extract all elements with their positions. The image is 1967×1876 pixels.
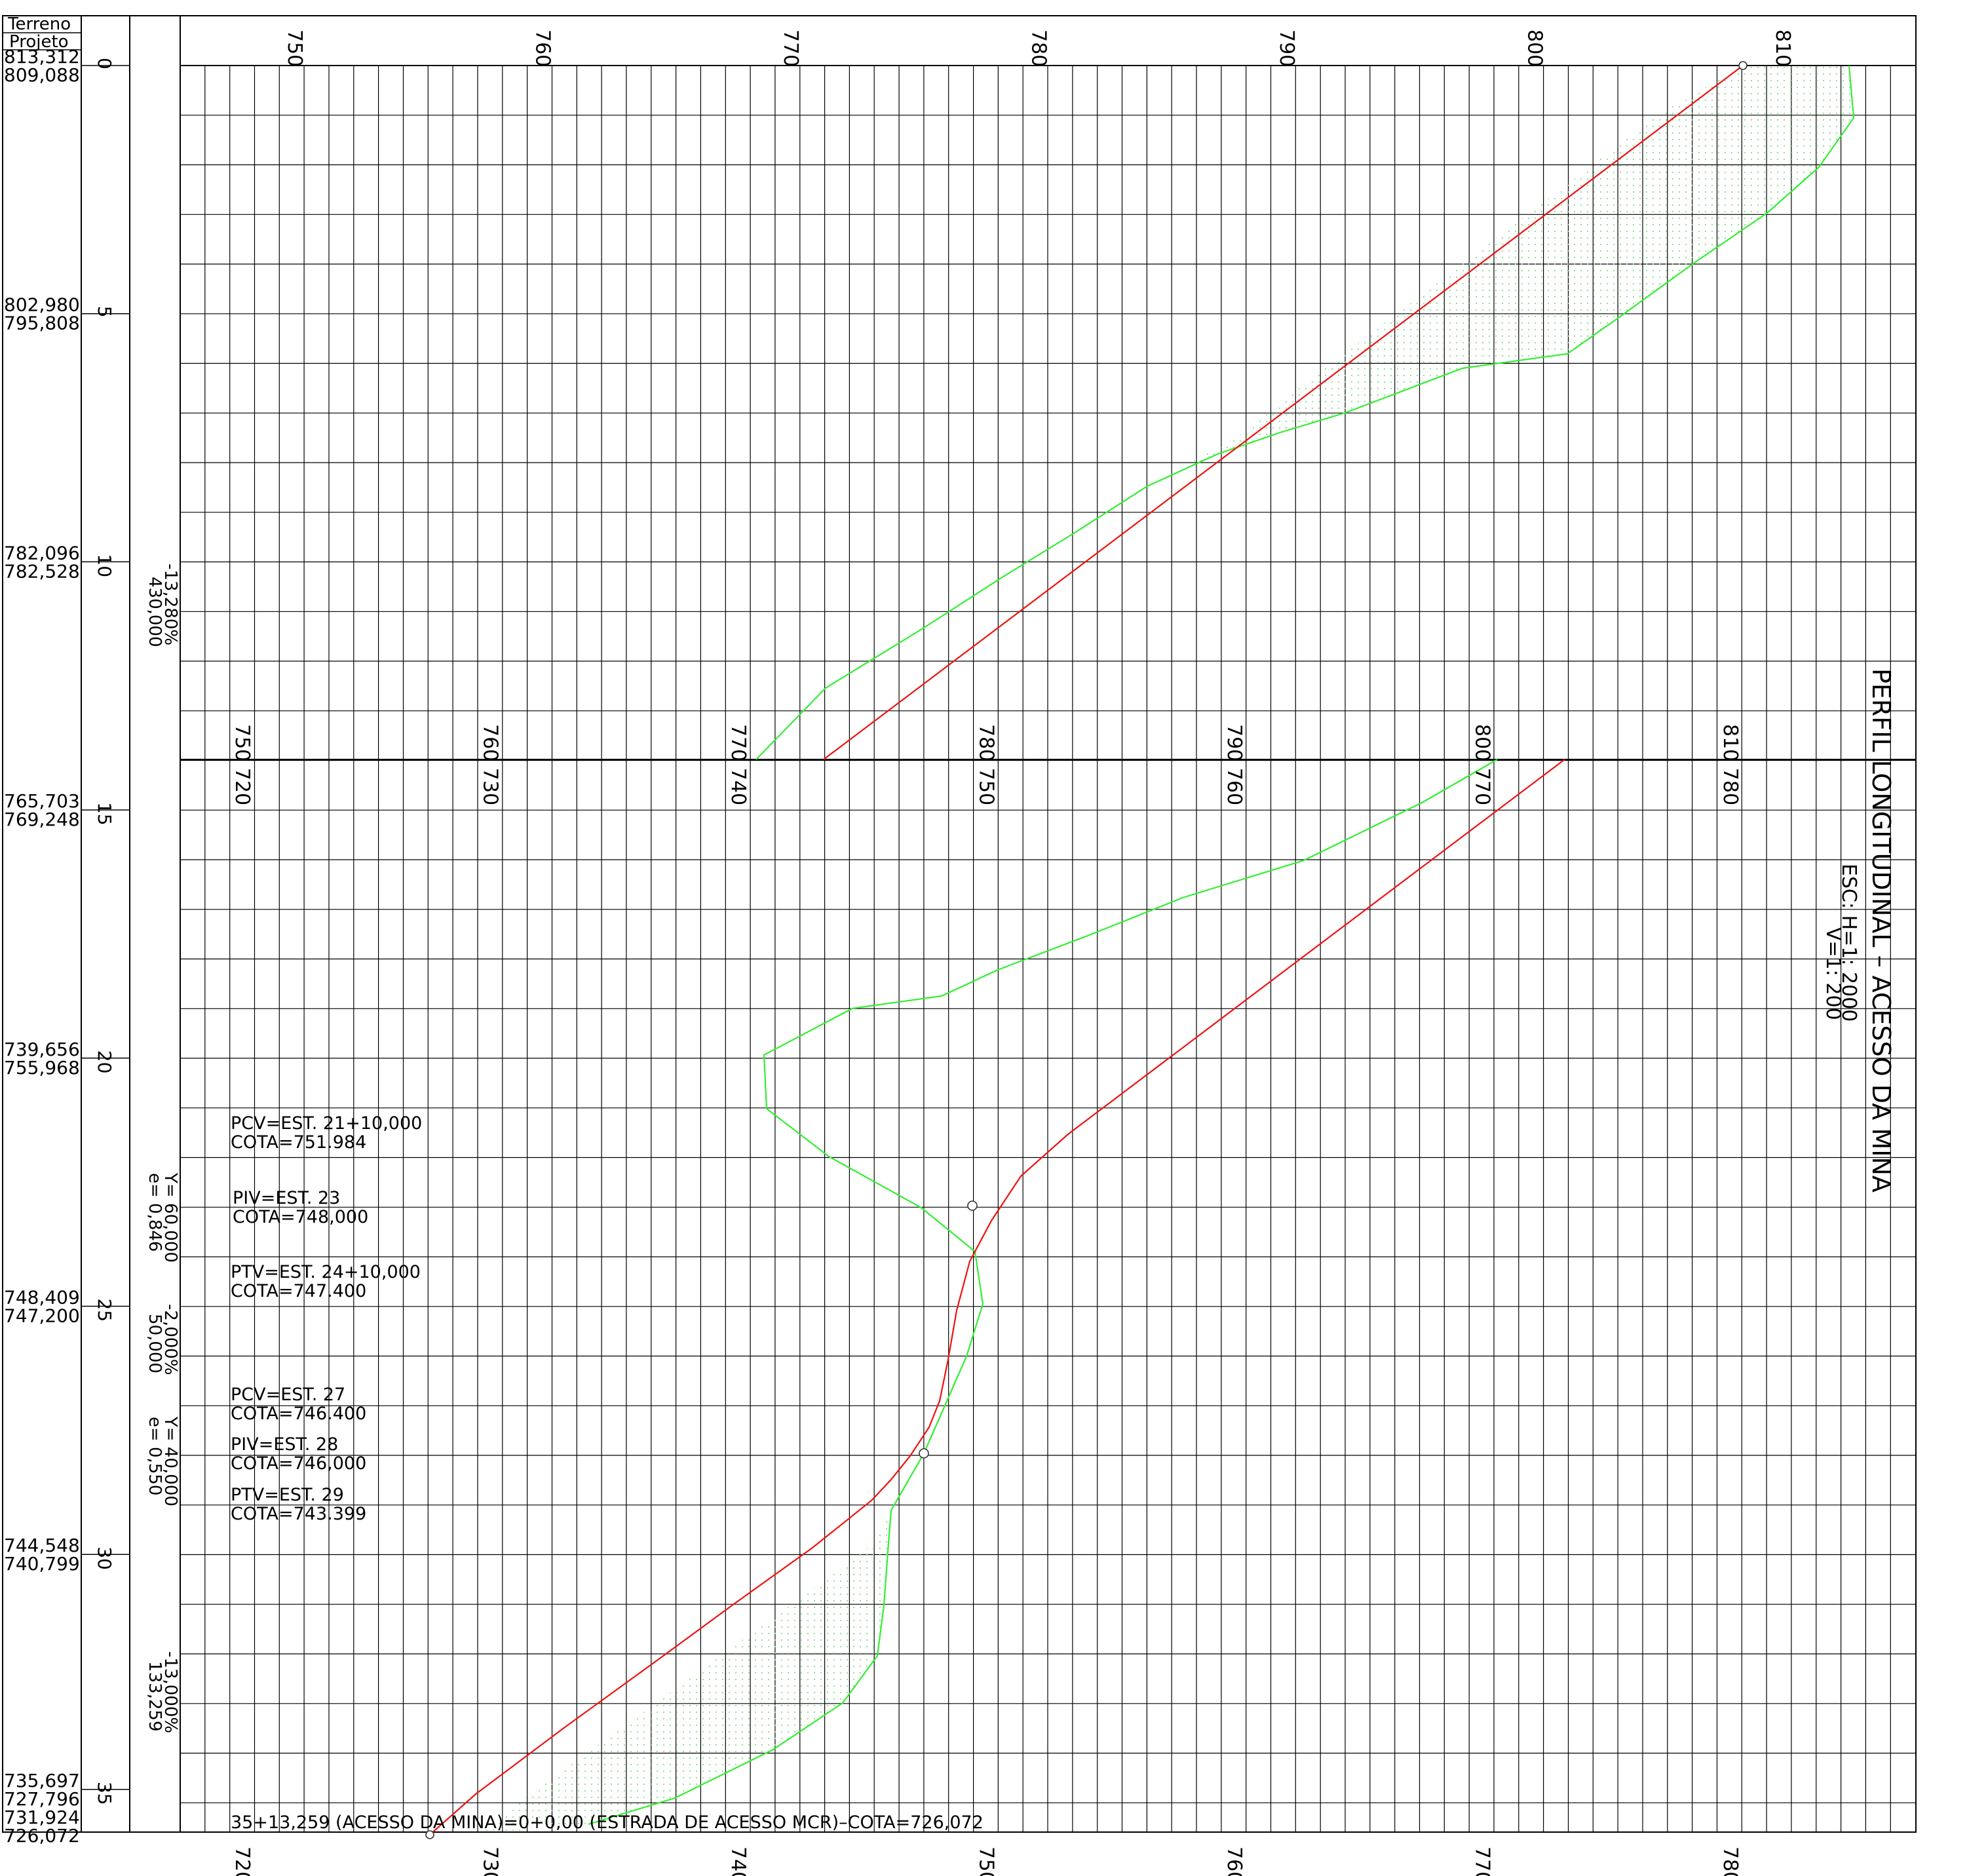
- grade-label-2: -2,000%: [161, 1304, 180, 1375]
- grade-length-2: 50,000: [145, 1314, 164, 1373]
- drawing-title: PERFIL LONGITUDINAL – ACESSO DA MINA: [1867, 668, 1896, 1193]
- fill-zone-bottom: [476, 1453, 924, 1835]
- station-project-value: 782,528: [4, 560, 80, 582]
- elevation-label-bottom: 760: [1223, 1847, 1246, 1876]
- elevation-label-top: 790: [1275, 29, 1298, 67]
- elevation-label-top: 770: [779, 29, 802, 67]
- grade-length-1: 430,000: [145, 577, 164, 647]
- scale-horizontal: ESC: H=1: 2000: [1837, 864, 1860, 1022]
- elevation-label-bottom: 740: [727, 1847, 750, 1876]
- elevation-label-mid: 800 770: [1471, 724, 1494, 805]
- elevation-label-top: 750: [283, 29, 306, 67]
- project-profile-top: [823, 65, 1744, 760]
- station-terrain-value: 802,980: [4, 294, 80, 316]
- elevation-label-mid: 750 720: [231, 724, 254, 805]
- station-terrain-value: 739,656: [4, 1039, 80, 1060]
- frame: [2, 15, 1917, 1833]
- grid: [180, 66, 1916, 1832]
- elevation-label-bottom: 780: [1719, 1847, 1742, 1876]
- grade-label-3: -13,000%: [161, 1651, 180, 1733]
- annotation-piv-23-cota: COTA=748,000: [233, 1207, 368, 1227]
- elevation-label-mid: 770 740: [727, 724, 750, 805]
- annotation-ptv-29-cota: COTA=743.399: [231, 1504, 366, 1524]
- station-number: 35: [94, 1782, 115, 1805]
- elevation-label-bottom: 730: [479, 1847, 502, 1876]
- station-number: 5: [94, 306, 115, 318]
- station-number: 15: [94, 802, 115, 826]
- vertex-marker-piv23: [967, 1200, 978, 1211]
- annotation-pcv-21: PCV=EST. 21+10,000: [231, 1113, 422, 1134]
- station-extra-value: 731,924: [4, 1807, 80, 1828]
- footer-note: 35+13,259 (ACESSO DA MINA)=0+0,00 (ESTRA…: [231, 1812, 984, 1833]
- vertex-marker-start: [1738, 61, 1747, 70]
- vertex-marker-piv28: [919, 1448, 929, 1459]
- station-project-value: 740,799: [4, 1553, 80, 1575]
- annotation-pcv-21-cota: COTA=751.984: [231, 1132, 366, 1153]
- terrain-profile-top: [755, 65, 1855, 760]
- elevation-label-top: 760: [531, 29, 554, 67]
- annotation-pcv-27: PCV=EST. 27: [231, 1385, 345, 1405]
- fill-zone-top: [1147, 66, 1854, 486]
- curve-e-2: e= 0,550: [145, 1417, 164, 1495]
- station-terrain-value: 765,703: [4, 790, 80, 812]
- header-project-label: Projeto: [9, 32, 69, 52]
- station-project-value: 747,200: [4, 1305, 80, 1327]
- station-number: 0: [94, 58, 115, 69]
- elevation-label-mid: 760 730: [479, 724, 502, 805]
- station-terrain-value: 735,697: [4, 1770, 80, 1791]
- vertex-markers: [425, 61, 1747, 1839]
- elevation-label-mid: 780 750: [975, 724, 998, 805]
- elevation-labels: 750 760 770 780 790 800 810 750 720 760 730 770 7…: [231, 29, 1794, 1876]
- station-project-value: 795,808: [4, 313, 80, 334]
- elevation-label-mid: 790 760: [1223, 724, 1246, 805]
- station-ticks: 0 5 10 15 20 25 30 35: [81, 58, 130, 1805]
- elevation-label-top: 810: [1771, 29, 1794, 67]
- elevation-label-mid: 810 780: [1719, 724, 1742, 805]
- title-block: PERFIL LONGITUDINAL – ACESSO DA MINA ESC…: [1822, 668, 1896, 1193]
- column-header: Terreno Projeto: [3, 14, 81, 52]
- station-terrain-value: 744,548: [4, 1535, 80, 1556]
- station-terrain-value: 748,409: [4, 1287, 80, 1309]
- cut-fill-zones: [476, 66, 1854, 1835]
- grade-label-1: -13,280%: [161, 564, 180, 645]
- curve-annotations: PCV=EST. 21+10,000 COTA=751.984 PIV=EST.…: [231, 1113, 984, 1833]
- station-number: 25: [94, 1299, 115, 1322]
- station-number: 10: [94, 554, 115, 577]
- grade-labels: -13,280% 430,000 -2,000% 50,000 -13,000%…: [145, 564, 180, 1733]
- station-project-value: 769,248: [4, 809, 80, 830]
- curve-y-1: Y= 60,000: [161, 1172, 180, 1263]
- station-project-value: 755,968: [4, 1057, 80, 1079]
- project-profile-bottom: [429, 759, 1565, 1835]
- station-number: 20: [94, 1050, 115, 1074]
- annotation-piv-28: PIV=EST. 28: [231, 1434, 338, 1455]
- annotation-pcv-27-cota: COTA=746.400: [231, 1404, 366, 1424]
- curve-y-2: Y= 40,000: [161, 1416, 180, 1506]
- elevation-label-bottom: 750: [975, 1847, 998, 1876]
- elevation-label-bottom: 770: [1471, 1847, 1494, 1876]
- elevation-label-top: 800: [1523, 29, 1546, 67]
- scale-vertical: V=1: 200: [1822, 927, 1844, 1020]
- annotation-piv-23: PIV=EST. 23: [233, 1188, 340, 1208]
- station-number: 30: [94, 1546, 115, 1570]
- annotation-piv-28-cota: COTA=746,000: [231, 1453, 366, 1474]
- station-project-value: 809,088: [4, 64, 80, 86]
- station-terrain-value: 782,096: [4, 542, 80, 564]
- station-terrain-value: 813,312: [4, 46, 80, 67]
- annotation-ptv-24-cota: COTA=747.400: [231, 1281, 366, 1301]
- header-terrain-label: Terreno: [7, 14, 71, 34]
- annotation-ptv-24: PTV=EST. 24+10,000: [231, 1262, 421, 1282]
- elevation-label-top: 780: [1027, 29, 1050, 67]
- curve-labels: Y= 60,000 e= 0,846 Y= 40,000 e= 0,550: [145, 1172, 180, 1506]
- curve-e-1: e= 0,846: [145, 1173, 164, 1252]
- annotation-ptv-29: PTV=EST. 29: [231, 1485, 344, 1505]
- grade-length-3: 133,259: [145, 1661, 164, 1732]
- vertex-marker-end: [425, 1830, 434, 1839]
- elevation-label-bottom: 720: [231, 1847, 254, 1876]
- station-extra-value: 726,072: [4, 1825, 80, 1847]
- profiles: [429, 65, 1855, 1835]
- station-project-value: 727,796: [4, 1788, 80, 1810]
